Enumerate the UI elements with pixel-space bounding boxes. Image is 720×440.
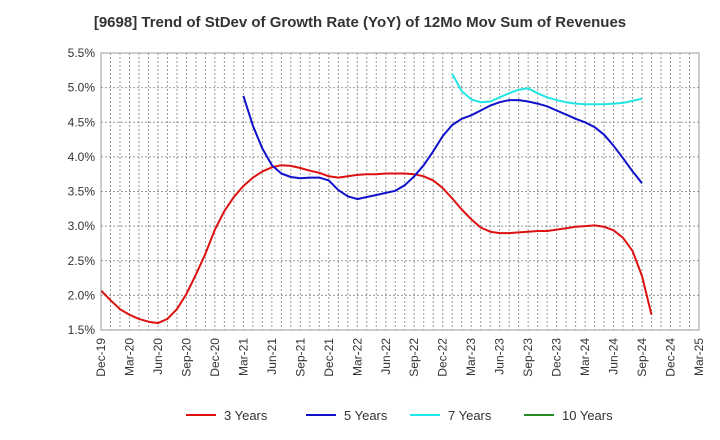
x-tick-label: Sep-23 [521,338,535,377]
legend-label-3-years: 3 Years [224,408,268,423]
y-tick-label: 5.0% [68,81,96,95]
plot-frame [100,52,700,331]
x-tick-label: Jun-22 [379,338,393,375]
y-tick-label: 2.5% [68,254,96,268]
x-axis: Dec-19 Mar-20 Jun-20 Sep-20 Dec-20 Mar-21 Jun-… [94,338,706,377]
x-tick-label: Dec-19 [94,338,108,377]
x-tick-label: Sep-21 [293,338,307,377]
x-tick-label: Mar-21 [236,338,250,376]
x-tick-label: Mar-22 [350,338,364,376]
y-tick-label: 3.5% [68,185,96,199]
x-tick-label: Jun-20 [151,338,165,375]
y-tick-label: 3.0% [68,219,96,233]
x-tick-label: Jun-24 [607,338,621,375]
x-tick-label: Dec-20 [208,338,222,377]
x-tick-label: Sep-24 [635,338,649,377]
legend-label-5-years: 5 Years [344,408,388,423]
x-tick-label: Dec-21 [322,338,336,377]
x-tick-label: Jun-21 [265,338,279,375]
y-tick-label: 4.0% [68,150,96,164]
y-tick-label: 1.5% [68,323,96,337]
legend: 3 Years 5 Years 7 Years 10 Years [186,408,613,423]
legend-label-7-years: 7 Years [448,408,492,423]
series-line-5-years [242,95,643,201]
series-layer [100,73,653,325]
legend-label-10-years: 10 Years [562,408,613,423]
series-line-3-years [100,164,653,325]
x-tick-label: Sep-20 [179,338,193,377]
x-tick-label: Dec-23 [550,338,564,377]
x-tick-label: Mar-25 [692,338,706,376]
x-tick-label: Dec-24 [664,338,678,377]
chart-title: [9698] Trend of StDev of Growth Rate (Yo… [93,14,627,31]
plot-background [101,53,699,330]
y-tick-label: 2.0% [68,288,96,302]
y-axis: 1.5% 2.0% 2.5% 3.0% 3.5% 4.0% 4.5% 5.0% 5.5% [68,46,96,337]
y-tick-label: 4.5% [68,115,96,129]
x-tick-label: Sep-22 [407,338,421,377]
x-tick-label: Jun-23 [493,338,507,375]
x-tick-label: Mar-23 [464,338,478,376]
x-tick-label: Mar-20 [122,338,136,376]
y-tick-label: 5.5% [68,46,96,60]
x-tick-label: Mar-24 [578,338,592,376]
x-tick-label: Dec-22 [436,338,450,377]
series-line-7-years [451,73,643,106]
